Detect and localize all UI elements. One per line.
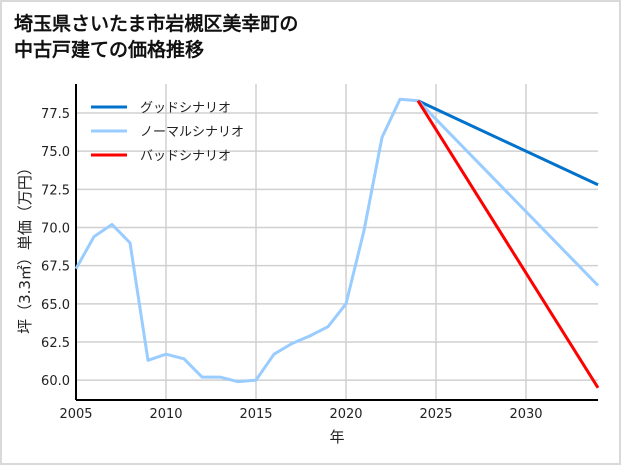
x-tick-label: 2005	[59, 407, 92, 422]
legend-label-2: バッドシナリオ	[140, 149, 231, 164]
y-tick-label: 72.5	[41, 183, 70, 198]
x-axis-label: 年	[329, 428, 344, 446]
legend-label-0: グッドシナリオ	[140, 101, 231, 116]
series-line-2	[416, 99, 600, 389]
x-tick-label: 2025	[419, 407, 452, 422]
y-tick-label: 62.5	[41, 336, 70, 351]
y-axis-label: 坪（3.3㎡）単価（万円）	[16, 160, 34, 334]
series-line-1	[416, 99, 600, 287]
x-tick-label: 2020	[329, 407, 362, 422]
y-tick-label: 70.0	[41, 221, 70, 236]
y-tick-label: 65.0	[41, 298, 70, 313]
y-tick-label: 67.5	[41, 260, 70, 275]
series-line-0	[417, 99, 599, 187]
history-line	[74, 97, 419, 384]
y-tick-label: 60.0	[41, 374, 70, 389]
x-tick-label: 2010	[149, 407, 182, 422]
chart-title: 埼玉県さいたま市岩槻区美幸町の 中古戸建ての価格推移	[14, 13, 299, 61]
x-tick-label: 2015	[239, 407, 272, 422]
y-tick-label: 77.5	[41, 107, 70, 122]
legend-label-1: ノーマルシナリオ	[140, 125, 244, 140]
x-tick-label: 2030	[509, 407, 542, 422]
y-tick-label: 75.0	[41, 145, 70, 160]
